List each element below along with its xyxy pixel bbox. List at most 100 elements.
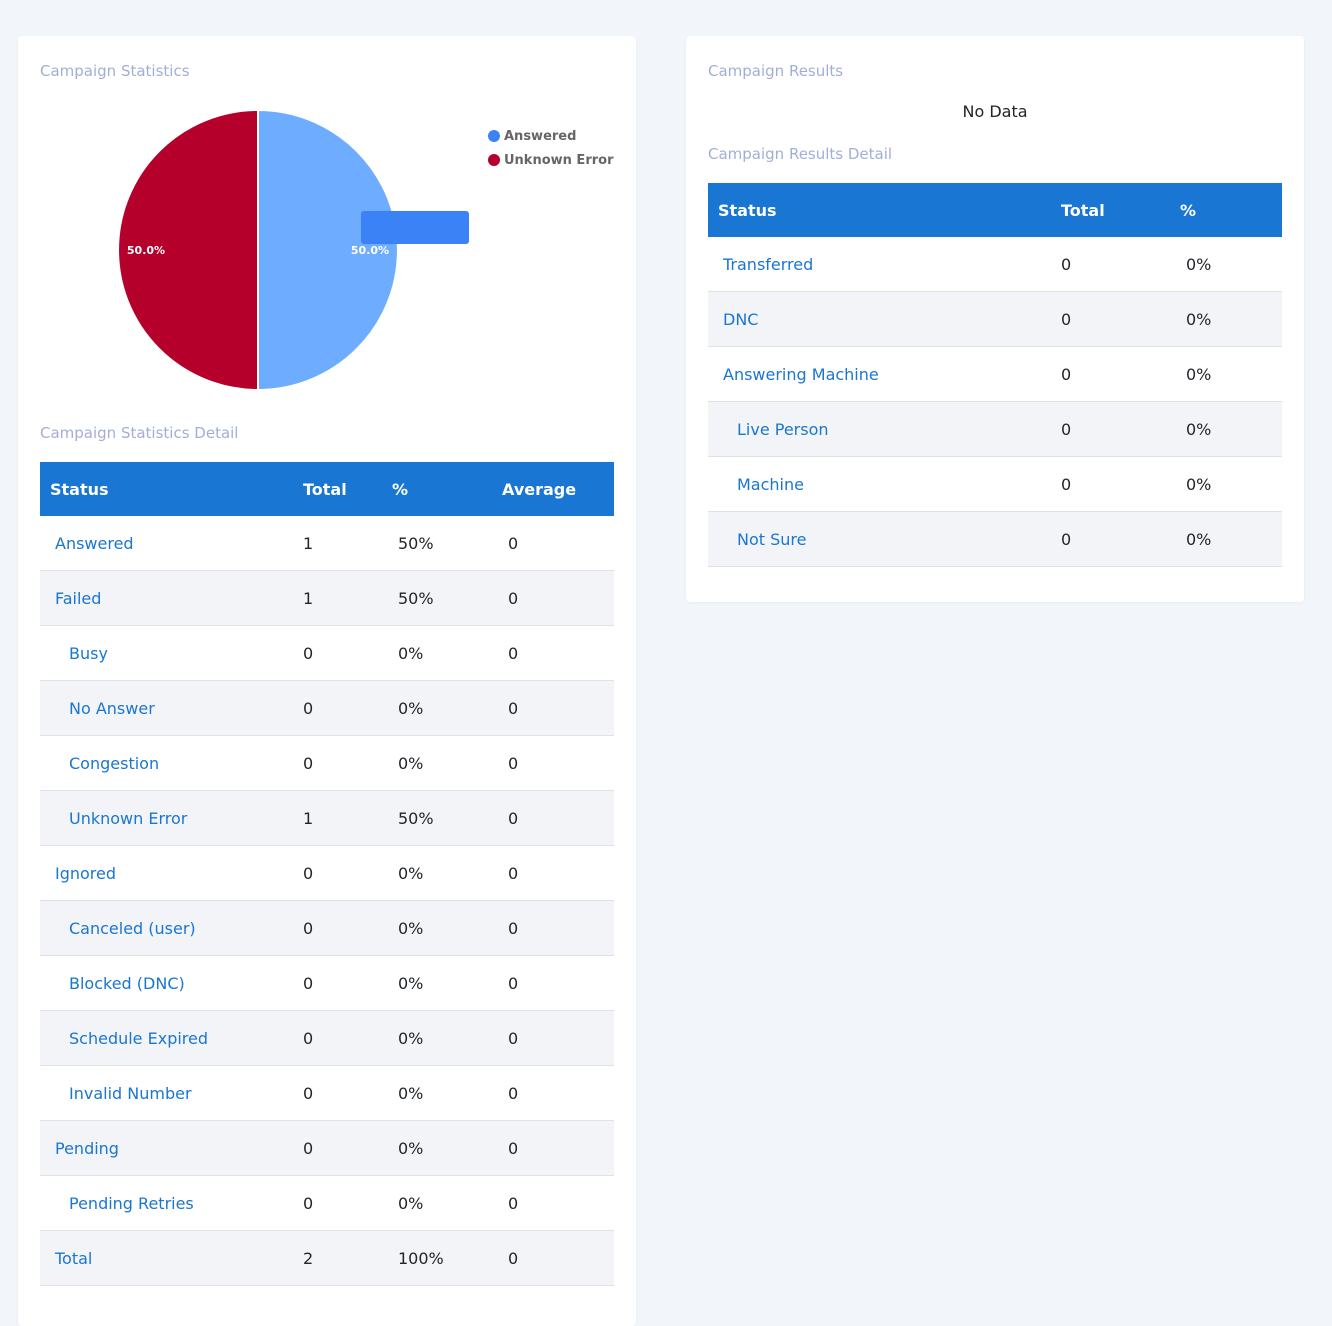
table-row: Ignored 0 0% 0	[40, 845, 614, 901]
total-cell: 1	[293, 516, 382, 571]
table-row: Failed 1 50% 0	[40, 570, 614, 626]
average-cell: 0	[492, 1065, 614, 1121]
pie-slice-unknown-error[interactable]	[117, 108, 259, 392]
status-link[interactable]: Blocked (DNC)	[40, 955, 293, 1011]
status-link[interactable]: Invalid Number	[40, 1065, 293, 1121]
table-header-row: Status Total % Average	[40, 462, 614, 516]
percent-cell: 0%	[382, 1175, 492, 1231]
percent-cell: 0%	[1170, 346, 1282, 402]
average-cell: 0	[492, 735, 614, 791]
column-header-status[interactable]: Status	[50, 479, 109, 499]
status-link[interactable]: No Answer	[40, 680, 293, 736]
percent-cell: 0%	[1170, 291, 1282, 347]
percent-cell: 0%	[382, 900, 492, 956]
status-link[interactable]: Machine	[708, 456, 1051, 512]
average-cell: 0	[492, 1175, 614, 1231]
total-cell: 0	[293, 955, 382, 1011]
average-cell: 0	[492, 625, 614, 681]
total-cell: 0	[293, 625, 382, 681]
table-row: Transferred 0 0%	[708, 237, 1282, 292]
status-link[interactable]: Pending Retries	[40, 1175, 293, 1231]
table-row: DNC 0 0%	[708, 291, 1282, 347]
status-link[interactable]: Failed	[40, 570, 293, 626]
status-link[interactable]: Live Person	[708, 401, 1051, 457]
status-link[interactable]: Answering Machine	[708, 346, 1051, 402]
average-cell: 0	[492, 790, 614, 846]
average-cell: 0	[492, 570, 614, 626]
campaign-results-card: Campaign Results No Data Campaign Result…	[686, 36, 1304, 602]
column-header-total[interactable]: Total	[303, 479, 347, 499]
status-link[interactable]: Busy	[40, 625, 293, 681]
total-cell: 0	[293, 1065, 382, 1121]
total-cell: 0	[1051, 237, 1170, 292]
table-header-row: Status Total %	[708, 183, 1282, 237]
average-cell: 0	[492, 516, 614, 571]
status-link[interactable]: Pending	[40, 1120, 293, 1176]
campaign-statistics-title: Campaign Statistics	[40, 62, 190, 80]
average-cell: 0	[492, 1010, 614, 1066]
total-cell: 0	[293, 680, 382, 736]
percent-cell: 100%	[382, 1230, 492, 1286]
total-cell: 0	[293, 1010, 382, 1066]
status-link[interactable]: Canceled (user)	[40, 900, 293, 956]
status-link[interactable]: Congestion	[40, 735, 293, 791]
chart-tooltip	[361, 211, 469, 244]
average-cell: 0	[492, 1230, 614, 1286]
table-row: Schedule Expired 0 0% 0	[40, 1010, 614, 1066]
campaign-results-detail-title: Campaign Results Detail	[708, 145, 893, 163]
total-cell: 1	[293, 790, 382, 846]
table-row: Pending 0 0% 0	[40, 1120, 614, 1176]
pie-chart: 50.0% 50.0%	[117, 108, 469, 392]
pie-slice-label: 50.0%	[127, 244, 165, 257]
statistics-detail-table: Status Total % Average Answered 1 50% 0 Fail…	[40, 462, 614, 1286]
total-cell: 0	[1051, 511, 1170, 567]
status-link[interactable]: DNC	[708, 291, 1051, 347]
percent-cell: 0%	[382, 625, 492, 681]
status-link[interactable]: Unknown Error	[40, 790, 293, 846]
table-row: Canceled (user) 0 0% 0	[40, 900, 614, 956]
average-cell: 0	[492, 680, 614, 736]
column-header-total[interactable]: Total	[1061, 200, 1105, 220]
percent-cell: 0%	[382, 680, 492, 736]
status-link[interactable]: Schedule Expired	[40, 1010, 293, 1066]
average-cell: 0	[492, 1120, 614, 1176]
percent-cell: 0%	[1170, 456, 1282, 512]
table-row: Invalid Number 0 0% 0	[40, 1065, 614, 1121]
total-cell: 0	[1051, 291, 1170, 347]
status-link[interactable]: Total	[40, 1230, 293, 1286]
total-cell: 0	[293, 900, 382, 956]
table-row: Blocked (DNC) 0 0% 0	[40, 955, 614, 1011]
legend-item[interactable]: Unknown Error	[488, 148, 613, 172]
column-header-percent[interactable]: %	[1180, 200, 1197, 220]
pie-slice-answered[interactable]	[257, 108, 399, 392]
column-header-percent[interactable]: %	[392, 479, 409, 499]
total-cell: 0	[293, 845, 382, 901]
status-link[interactable]: Transferred	[708, 237, 1051, 292]
legend-dot-icon	[488, 130, 500, 142]
percent-cell: 50%	[382, 570, 492, 626]
percent-cell: 0%	[1170, 237, 1282, 292]
status-link[interactable]: Not Sure	[708, 511, 1051, 567]
table-row: No Answer 0 0% 0	[40, 680, 614, 736]
status-link[interactable]: Ignored	[40, 845, 293, 901]
chart-legend: Answered Unknown Error	[488, 124, 613, 172]
average-cell: 0	[492, 955, 614, 1011]
column-header-status[interactable]: Status	[718, 200, 777, 220]
percent-cell: 0%	[382, 955, 492, 1011]
total-cell: 0	[293, 1175, 382, 1231]
total-cell: 0	[293, 735, 382, 791]
total-cell: 1	[293, 570, 382, 626]
table-row: Congestion 0 0% 0	[40, 735, 614, 791]
legend-item[interactable]: Answered	[488, 124, 613, 148]
status-link[interactable]: Answered	[40, 516, 293, 571]
table-row: Pending Retries 0 0% 0	[40, 1175, 614, 1231]
table-row: Unknown Error 1 50% 0	[40, 790, 614, 846]
total-cell: 0	[293, 1120, 382, 1176]
column-header-average[interactable]: Average	[502, 479, 577, 499]
table-row: Answered 1 50% 0	[40, 516, 614, 571]
percent-cell: 0%	[1170, 401, 1282, 457]
percent-cell: 0%	[382, 735, 492, 791]
percent-cell: 50%	[382, 790, 492, 846]
table-row: Live Person 0 0%	[708, 401, 1282, 457]
legend-dot-icon	[488, 154, 500, 166]
